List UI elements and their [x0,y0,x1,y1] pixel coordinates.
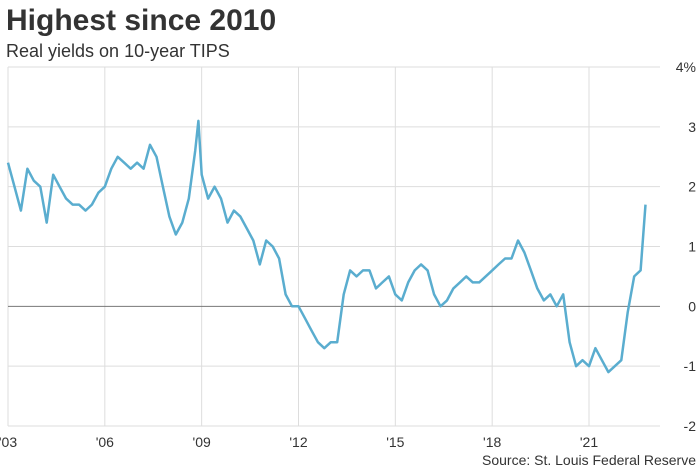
y-tick-label: -2 [684,418,697,434]
line-series [6,119,647,374]
y-tick-label: 0 [688,298,696,314]
x-tick-label: '06 [96,434,114,450]
source: Source: St. Louis Federal Reserve [482,452,696,468]
chart-subtitle: Real yields on 10-year TIPS [6,41,230,61]
x-tick-label: '15 [386,434,404,450]
x-tick-label: '09 [193,434,211,450]
y-tick-label: 2 [688,179,696,195]
y-tick-label: 4% [676,59,696,75]
x-tick-label: '03 [0,434,17,450]
y-tick-label: 1 [688,239,696,255]
x-tick-label: '12 [289,434,307,450]
x-tick-label: '21 [580,434,598,450]
x-tick-label: '18 [483,434,501,450]
y-tick-label: -1 [684,358,697,374]
y-tick-label: 3 [688,119,696,135]
chart-title: Highest since 2010 [6,4,276,37]
